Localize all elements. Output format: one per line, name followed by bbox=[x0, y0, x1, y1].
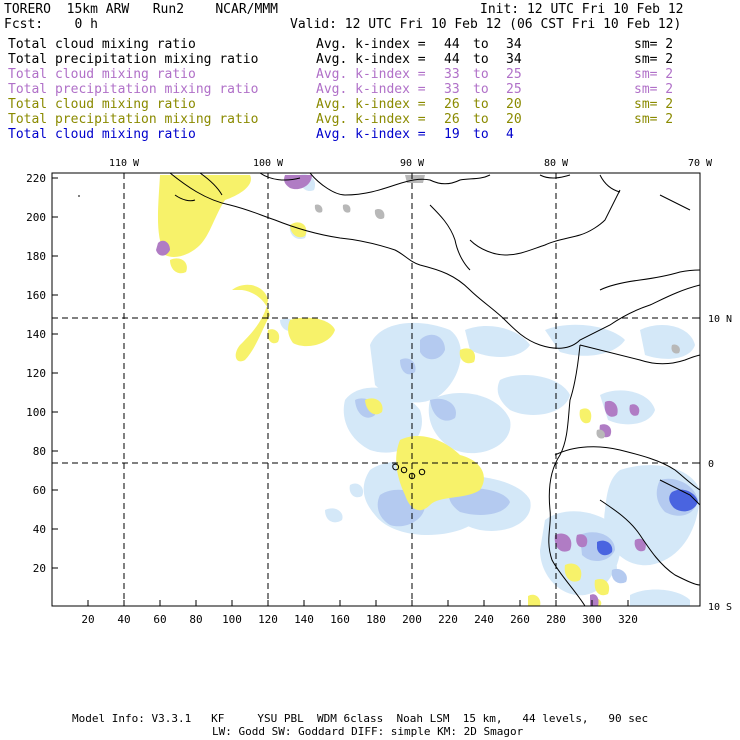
legend-field-name: Total precipitation mixing ratio bbox=[8, 112, 259, 127]
legend-kindex-to: 20 bbox=[506, 97, 522, 112]
y-tick-label: 180 bbox=[26, 250, 46, 263]
legend-smoothing: sm= 2 bbox=[634, 67, 674, 82]
legend-smoothing: sm= 2 bbox=[634, 82, 674, 97]
y-tick-label: 120 bbox=[26, 367, 46, 380]
valid-time: Valid: 12 UTC Fri 10 Feb 12 (06 CST Fri … bbox=[290, 17, 682, 32]
x-tick-label: 20 bbox=[81, 613, 94, 626]
legend-smoothing: sm= 2 bbox=[634, 37, 674, 52]
legend-kindex-label: Avg. k-index = bbox=[316, 112, 426, 127]
latitude-label: 10 S bbox=[708, 602, 732, 613]
yellow-precip-areas bbox=[157, 175, 610, 606]
purple-precip-areas bbox=[156, 175, 646, 606]
longitude-label: 110 W bbox=[109, 158, 140, 169]
x-axis-ticks: 20 40 60 80 100 120 140 160 180 200 220 240 260 280 30… bbox=[81, 600, 638, 626]
legend-kindex-label: Avg. k-index = bbox=[316, 37, 426, 52]
x-tick-label: 240 bbox=[474, 613, 494, 626]
y-tick-label: 200 bbox=[26, 211, 46, 224]
x-tick-label: 120 bbox=[258, 613, 278, 626]
model-info-line-2: LW: Godd SW: Goddard DIFF: simple KM: 2D… bbox=[212, 725, 524, 738]
strong-blue-cloud-areas bbox=[597, 489, 698, 556]
org-label: NCAR/MMM bbox=[215, 2, 278, 17]
legend-kindex-label: Avg. k-index = bbox=[316, 67, 426, 82]
x-tick-label: 80 bbox=[189, 613, 202, 626]
longitude-label: 70 W bbox=[688, 158, 713, 169]
legend-kindex-from: 19 bbox=[444, 127, 460, 142]
legend-kindex-from: 33 bbox=[444, 67, 460, 82]
legend-field-name: Total cloud mixing ratio bbox=[8, 97, 196, 112]
legend-kindex-to: 4 bbox=[506, 127, 514, 142]
y-tick-label: 140 bbox=[26, 328, 46, 341]
longitude-label: 90 W bbox=[400, 158, 425, 169]
legend-kindex-label: Avg. k-index = bbox=[316, 52, 426, 67]
x-tick-label: 320 bbox=[618, 613, 638, 626]
legend-kindex-label: Avg. k-index = bbox=[316, 127, 426, 142]
x-tick-label: 200 bbox=[402, 613, 422, 626]
latitude-label: 0 bbox=[708, 459, 714, 470]
legend-smoothing: sm= 2 bbox=[634, 97, 674, 112]
legend-field-name: Total cloud mixing ratio bbox=[8, 127, 196, 142]
x-tick-label: 100 bbox=[222, 613, 242, 626]
y-tick-label: 100 bbox=[26, 406, 46, 419]
x-tick-label: 60 bbox=[153, 613, 166, 626]
latitude-labels: 10 N 0 10 S bbox=[694, 314, 732, 613]
precip-shading bbox=[156, 174, 700, 606]
latitude-label: 10 N bbox=[708, 314, 732, 325]
fcst-label: Fcst: bbox=[4, 17, 44, 32]
legend-kindex-to: 20 bbox=[506, 112, 522, 127]
y-tick-label: 40 bbox=[33, 523, 46, 536]
x-tick-label: 300 bbox=[582, 613, 602, 626]
legend-kindex-from: 44 bbox=[444, 52, 460, 67]
longitude-labels: 110 W 100 W 90 W 80 W 70 W bbox=[109, 158, 713, 179]
legend-kindex-to-word: to bbox=[473, 97, 489, 112]
longitude-label: 80 W bbox=[544, 158, 569, 169]
legend-kindex-to-word: to bbox=[473, 52, 489, 67]
legend-kindex-from: 26 bbox=[444, 97, 460, 112]
legend-smoothing: sm= 2 bbox=[634, 112, 674, 127]
legend-kindex-from: 44 bbox=[444, 37, 460, 52]
legend-kindex-to: 34 bbox=[506, 52, 522, 67]
legend-field-name: Total cloud mixing ratio bbox=[8, 67, 196, 82]
x-tick-label: 160 bbox=[330, 613, 350, 626]
coastlines bbox=[78, 173, 700, 606]
legend-field-name: Total precipitation mixing ratio bbox=[8, 52, 259, 67]
legend-smoothing: sm= 2 bbox=[634, 52, 674, 67]
init-time: Init: 12 UTC Fri 10 Feb 12 bbox=[480, 2, 684, 17]
legend-kindex-to-word: to bbox=[473, 127, 489, 142]
model-name: TORERO bbox=[4, 2, 51, 17]
legend-kindex-label: Avg. k-index = bbox=[316, 97, 426, 112]
legend-kindex-to: 25 bbox=[506, 82, 522, 97]
x-tick-label: 40 bbox=[117, 613, 130, 626]
forecast-hour: Fcst: 0 h bbox=[4, 17, 98, 32]
x-tick-label: 220 bbox=[438, 613, 458, 626]
longitude-label: 100 W bbox=[253, 158, 284, 169]
y-tick-label: 220 bbox=[26, 172, 46, 185]
model-resolution: 15km ARW bbox=[66, 2, 130, 17]
y-tick-label: 80 bbox=[33, 445, 46, 458]
legend-kindex-from: 33 bbox=[444, 82, 460, 97]
legend-field-name: Total cloud mixing ratio bbox=[8, 37, 196, 52]
x-tick-label: 140 bbox=[294, 613, 314, 626]
y-tick-label: 60 bbox=[33, 484, 46, 497]
fcst-value: 0 h bbox=[74, 17, 98, 32]
x-tick-label: 260 bbox=[510, 613, 530, 626]
legend-kindex-to-word: to bbox=[473, 67, 489, 82]
model-info-line-1: Model Info: V3.3.1 KF YSU PBL WDM 6class… bbox=[72, 712, 649, 725]
legend-kindex-to-word: to bbox=[473, 112, 489, 127]
y-axis-ticks: 20 40 60 80 100 120 140 160 180 200 220 bbox=[26, 172, 58, 575]
legend-kindex-label: Avg. k-index = bbox=[316, 82, 426, 97]
header-line-1: TORERO 15km ARW Run2 NCAR/MMM bbox=[4, 2, 278, 17]
legend-kindex-to-word: to bbox=[473, 82, 489, 97]
lat-lon-grid bbox=[52, 173, 700, 606]
run-label: Run2 bbox=[152, 2, 185, 17]
legend-kindex-to: 25 bbox=[506, 67, 522, 82]
legend-kindex-from: 26 bbox=[444, 112, 460, 127]
x-tick-label: 180 bbox=[366, 613, 386, 626]
y-tick-label: 20 bbox=[33, 562, 46, 575]
legend-kindex-to-word: to bbox=[473, 37, 489, 52]
legend-field-name: Total precipitation mixing ratio bbox=[8, 82, 259, 97]
legend-kindex-to: 34 bbox=[506, 37, 522, 52]
y-tick-label: 160 bbox=[26, 289, 46, 302]
x-tick-label: 280 bbox=[546, 613, 566, 626]
